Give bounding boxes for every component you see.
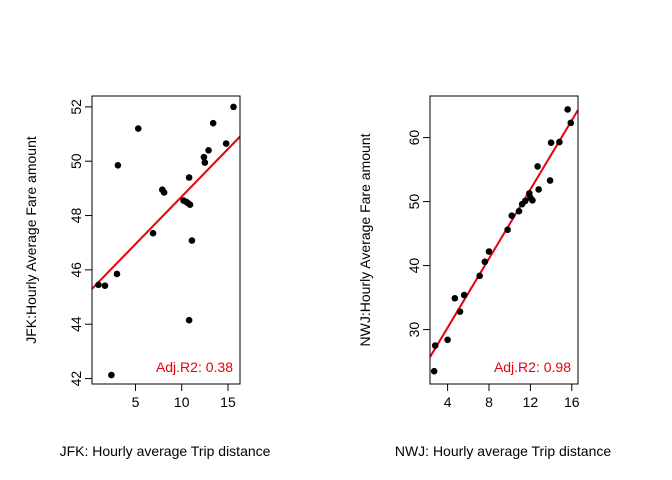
nwj-x-tick-label: 8 [485, 394, 493, 410]
jfk-data-point-13 [185, 174, 193, 181]
jfk-y-tick-label: 50 [68, 153, 84, 169]
nwj-data-point-7 [481, 258, 489, 266]
jfk-data-point-21 [230, 103, 237, 111]
jfk-data-point-3 [113, 270, 121, 278]
jfk-y-tick-label: 42 [68, 371, 84, 387]
nwj-data-point-5 [460, 291, 468, 299]
jfk-data-point-8 [160, 189, 168, 196]
nwj-data-point-13 [521, 197, 529, 205]
nwj-data-point-17 [534, 163, 541, 170]
nwj-data-point-21 [556, 138, 563, 146]
nwj-y-axis: 30 40 50 60 [406, 130, 431, 338]
jfk-x-tick-label: 5 [132, 394, 140, 410]
jfk-data-point-19 [209, 119, 217, 127]
nwj-data-points [430, 106, 575, 375]
nwj-data-point-4 [456, 308, 464, 315]
nwj-data-point-11 [515, 207, 523, 215]
nwj-data-point-8 [485, 248, 493, 255]
jfk-data-point-16 [200, 153, 208, 161]
jfk-x-tick-label: 15 [220, 394, 236, 410]
jfk-data-point-20 [222, 140, 230, 147]
jfk-data-point-6 [149, 229, 157, 237]
jfk-regression-line [91, 135, 241, 290]
nwj-data-point-2 [444, 336, 451, 344]
jfk-data-point-18 [205, 147, 212, 154]
nwj-data-point-9 [504, 226, 511, 234]
nwj-data-point-16 [529, 197, 536, 204]
nwj-data-point-19 [546, 177, 554, 184]
jfk-data-point-15 [188, 237, 196, 244]
nwj-data-point-10 [508, 212, 516, 219]
nwj-y-tick-label: 40 [406, 258, 422, 274]
nwj-data-point-1 [431, 342, 439, 349]
nwj-data-point-23 [567, 119, 575, 127]
jfk-data-point-17 [201, 159, 209, 166]
nwj-y-tick-label: 50 [406, 194, 422, 210]
jfk-x-axis-label: JFK: Hourly average Trip distance [60, 443, 271, 459]
jfk-plot-frame [91, 95, 241, 385]
nwj-data-point-6 [476, 272, 483, 280]
jfk-y-axis: 42 44 46 48 50 52 [68, 99, 93, 387]
jfk-data-point-12 [186, 201, 194, 208]
nwj-data-point-22 [564, 106, 571, 113]
nwj-data-point-3 [451, 294, 459, 302]
jfk-y-tick-label: 44 [68, 316, 84, 332]
jfk-data-point-1 [101, 282, 109, 289]
nwj-scatter-panel: 4 8 12 16 30 40 50 60 NWJ: Hourly average Trip… [357, 95, 612, 459]
jfk-scatter-panel: 5 10 15 42 44 46 48 50 52 JFK: Hourly average T… [23, 95, 271, 459]
jfk-data-point-0 [95, 281, 102, 289]
jfk-y-tick-label: 52 [68, 99, 84, 115]
jfk-data-point-5 [134, 125, 142, 132]
nwj-x-tick-label: 16 [564, 394, 580, 410]
jfk-x-tick-label: 10 [174, 394, 190, 410]
nwj-data-point-18 [535, 186, 542, 193]
jfk-data-points [95, 103, 237, 379]
nwj-plot-frame [429, 95, 579, 385]
nwj-y-tick-label: 60 [406, 130, 422, 146]
jfk-adj-r2-annotation: Adj.R2: 0.38 [156, 359, 233, 375]
jfk-y-tick-label: 46 [68, 262, 84, 278]
nwj-y-axis-label: NWJ:Hourly Average Fare amount [357, 133, 373, 346]
nwj-adj-r2-annotation: Adj.R2: 0.98 [494, 359, 571, 375]
jfk-y-tick-label: 48 [68, 208, 84, 224]
jfk-y-axis-label: JFK:Hourly Average Fare amount [23, 136, 39, 344]
jfk-data-point-2 [108, 371, 115, 379]
nwj-x-axis-label: NWJ: Hourly average Trip distance [395, 443, 612, 459]
jfk-x-axis: 5 10 15 [132, 383, 236, 410]
nwj-x-axis: 4 8 12 16 [444, 383, 580, 410]
nwj-y-tick-label: 30 [406, 322, 422, 338]
jfk-data-point-4 [114, 161, 122, 169]
jfk-fit-line [91, 135, 241, 290]
nwj-data-point-0 [430, 367, 438, 375]
nwj-data-point-20 [547, 139, 555, 147]
nwj-x-tick-label: 12 [523, 394, 539, 410]
nwj-regression-line [429, 109, 579, 358]
nwj-x-tick-label: 4 [444, 394, 452, 410]
jfk-data-point-14 [185, 316, 193, 324]
nwj-fit-line [429, 109, 579, 358]
